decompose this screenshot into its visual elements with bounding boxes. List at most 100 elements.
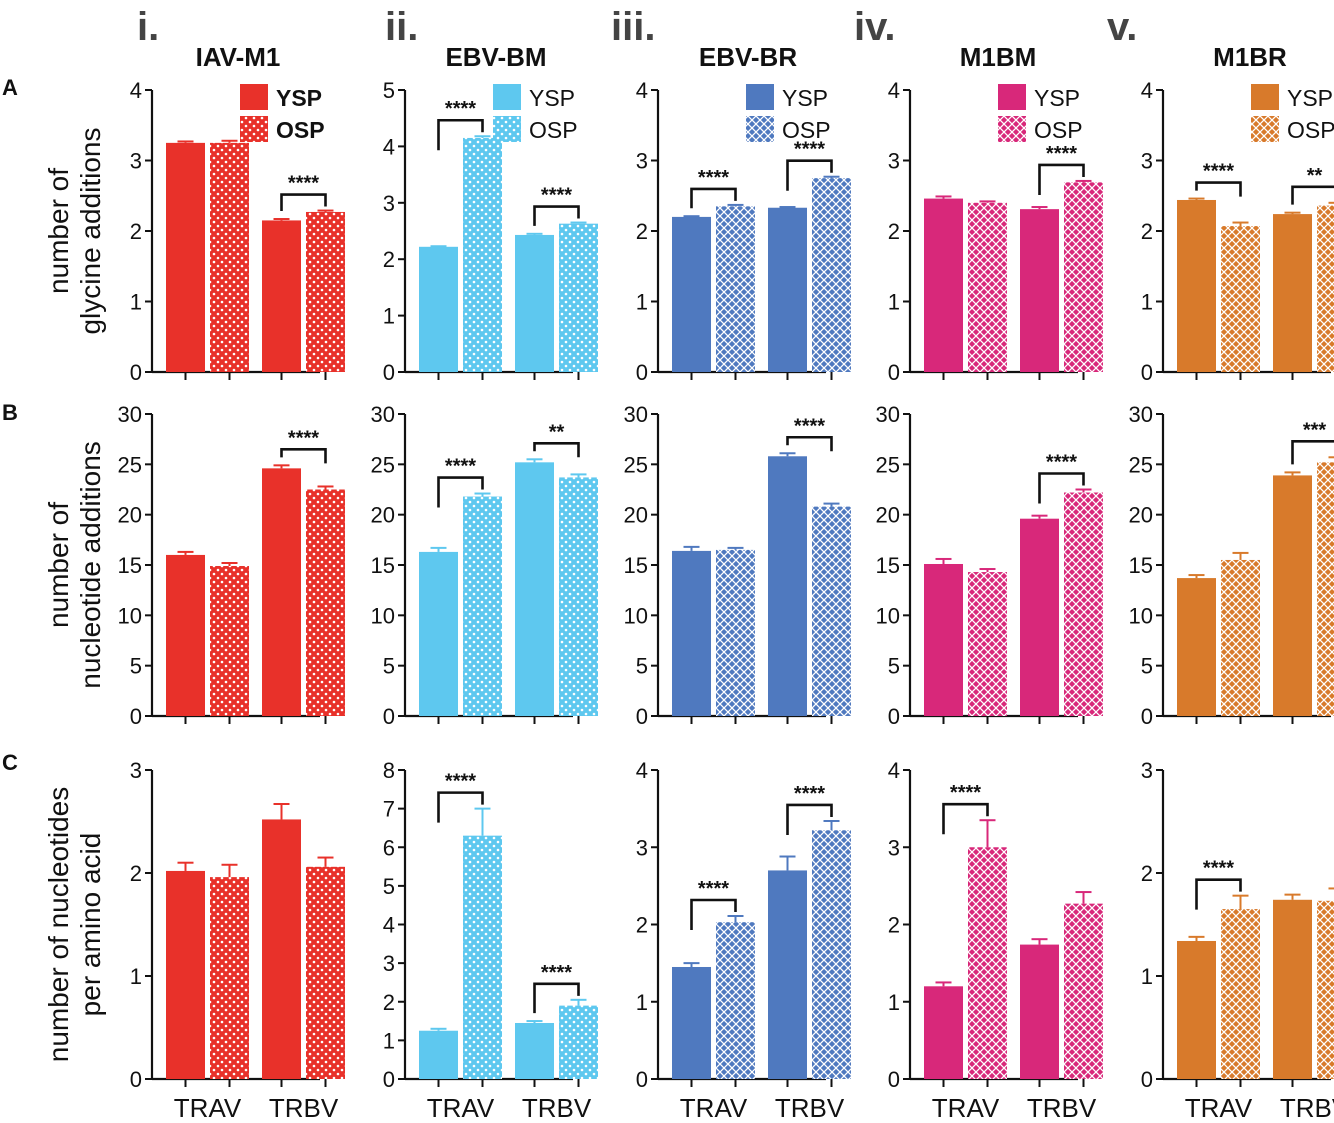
bar-osp-trav — [968, 847, 1007, 1079]
legend-label: OSP — [782, 117, 831, 143]
y-tick-label: 30 — [876, 402, 900, 427]
legend-label: YSP — [782, 85, 828, 111]
row-letter: C — [2, 750, 18, 775]
legend-label: OSP — [1034, 117, 1083, 143]
y-tick-label: 1 — [383, 304, 395, 329]
column-roman-numeral: v. — [1107, 5, 1137, 49]
bar-ysp-trbv — [262, 220, 301, 372]
y-tick-label: 3 — [1141, 149, 1153, 174]
bar-ysp-trbv — [1020, 944, 1059, 1079]
bar-ysp-trav — [1177, 578, 1216, 716]
significance-bracket — [786, 159, 833, 191]
panel-0-1: 0 1 2 3 4 5 **** **** YSP OSP — [383, 78, 598, 385]
x-category-label: TRAV — [174, 1093, 242, 1123]
significance-bracket — [280, 448, 327, 464]
bar-ysp-trbv — [1273, 899, 1312, 1079]
y-tick-label: 2 — [888, 219, 900, 244]
legend-swatch-osp — [493, 116, 521, 142]
bar-ysp-trav — [166, 554, 205, 716]
panel-0-0: 0 1 2 3 4 **** YSP OSP — [130, 78, 345, 385]
significance-bracket — [533, 982, 580, 1014]
x-category-label: TRBV — [1280, 1093, 1334, 1123]
y-tick-label: 0 — [1141, 704, 1153, 729]
panel-2-3: 0 1 2 3 4 TRAV TRBV **** — [888, 758, 1103, 1123]
bar-osp-trbv — [559, 1005, 598, 1079]
y-tick-label: 5 — [130, 654, 142, 679]
y-tick-label: 1 — [1141, 964, 1153, 989]
bar-ysp-trav — [1177, 940, 1216, 1079]
row-ylabel: number of nucleotides per amino acid — [43, 787, 106, 1063]
row-ylabel: number of nucleotide additions — [43, 441, 106, 689]
y-tick-label: 3 — [130, 149, 142, 174]
y-tick-label: 15 — [876, 553, 900, 578]
y-tick-label: 3 — [888, 149, 900, 174]
y-tick-label: 20 — [1129, 503, 1153, 528]
significance-label: **** — [794, 415, 825, 437]
y-tick-label: 15 — [1129, 553, 1153, 578]
legend-swatch-osp — [746, 116, 774, 142]
legend-label: YSP — [529, 85, 575, 111]
y-tick-label: 5 — [888, 654, 900, 679]
legend-label: OSP — [276, 117, 325, 143]
significance-label: ** — [549, 421, 565, 443]
y-tick-label: 2 — [636, 913, 648, 938]
y-tick-label: 0 — [636, 1067, 648, 1092]
bar-ysp-trav — [924, 563, 963, 716]
bar-osp-trbv — [306, 489, 345, 716]
ylabel-line: glycine additions — [75, 127, 106, 334]
significance-bracket — [437, 118, 484, 151]
column-title: IAV-M1 — [196, 42, 281, 72]
bar-ysp-trav — [419, 551, 458, 716]
y-tick-label: 20 — [118, 503, 142, 528]
significance-label: **** — [288, 427, 319, 449]
column-title: M1BM — [960, 42, 1037, 72]
y-tick-label: 25 — [624, 452, 648, 477]
y-tick-label: 25 — [371, 452, 395, 477]
bar-ysp-trav — [166, 142, 205, 372]
y-tick-label: 1 — [888, 290, 900, 315]
y-tick-label: 3 — [888, 835, 900, 860]
bar-osp-trbv — [1317, 900, 1334, 1079]
y-tick-label: 4 — [383, 913, 395, 938]
bar-ysp-trav — [924, 986, 963, 1079]
bar-ysp-trbv — [1273, 475, 1312, 716]
significance-label: **** — [445, 771, 476, 793]
y-tick-label: 15 — [371, 553, 395, 578]
significance-bracket — [1038, 163, 1085, 195]
x-category-label: TRBV — [1027, 1093, 1097, 1123]
panel-2-1: 0 1 2 3 4 5 6 7 8 TRAV TRBV **** **** — [383, 758, 598, 1123]
bar-osp-trbv — [812, 830, 851, 1079]
y-tick-label: 3 — [383, 951, 395, 976]
bar-ysp-trbv — [515, 234, 554, 372]
bar-osp-trav — [210, 877, 249, 1079]
y-tick-label: 30 — [1129, 402, 1153, 427]
y-tick-label: 5 — [1141, 654, 1153, 679]
column-roman-numeral: iii. — [611, 5, 655, 49]
y-tick-label: 0 — [888, 360, 900, 385]
legend-label: OSP — [529, 117, 578, 143]
y-tick-label: 20 — [371, 503, 395, 528]
y-tick-label: 4 — [1141, 78, 1153, 103]
y-tick-label: 2 — [130, 861, 142, 886]
bar-osp-trbv — [559, 477, 598, 716]
y-tick-label: 3 — [383, 191, 395, 216]
y-tick-label: 0 — [636, 360, 648, 385]
bar-ysp-trbv — [515, 1022, 554, 1079]
row-letter: A — [2, 75, 18, 100]
y-tick-label: 0 — [888, 704, 900, 729]
x-category-label: TRAV — [932, 1093, 1000, 1123]
bar-osp-trbv — [1064, 903, 1103, 1079]
y-tick-label: 5 — [636, 654, 648, 679]
y-tick-label: 0 — [636, 704, 648, 729]
ylabel-line: number of nucleotides — [43, 787, 74, 1063]
significance-bracket — [280, 193, 327, 212]
y-tick-label: 10 — [371, 603, 395, 628]
significance-label: **** — [1046, 143, 1077, 165]
ylabel-line: number of — [43, 168, 74, 294]
significance-bracket — [437, 791, 484, 823]
y-tick-label: 0 — [383, 704, 395, 729]
legend-swatch-ysp — [998, 84, 1026, 110]
y-tick-label: 0 — [130, 704, 142, 729]
y-tick-label: 2 — [636, 219, 648, 244]
